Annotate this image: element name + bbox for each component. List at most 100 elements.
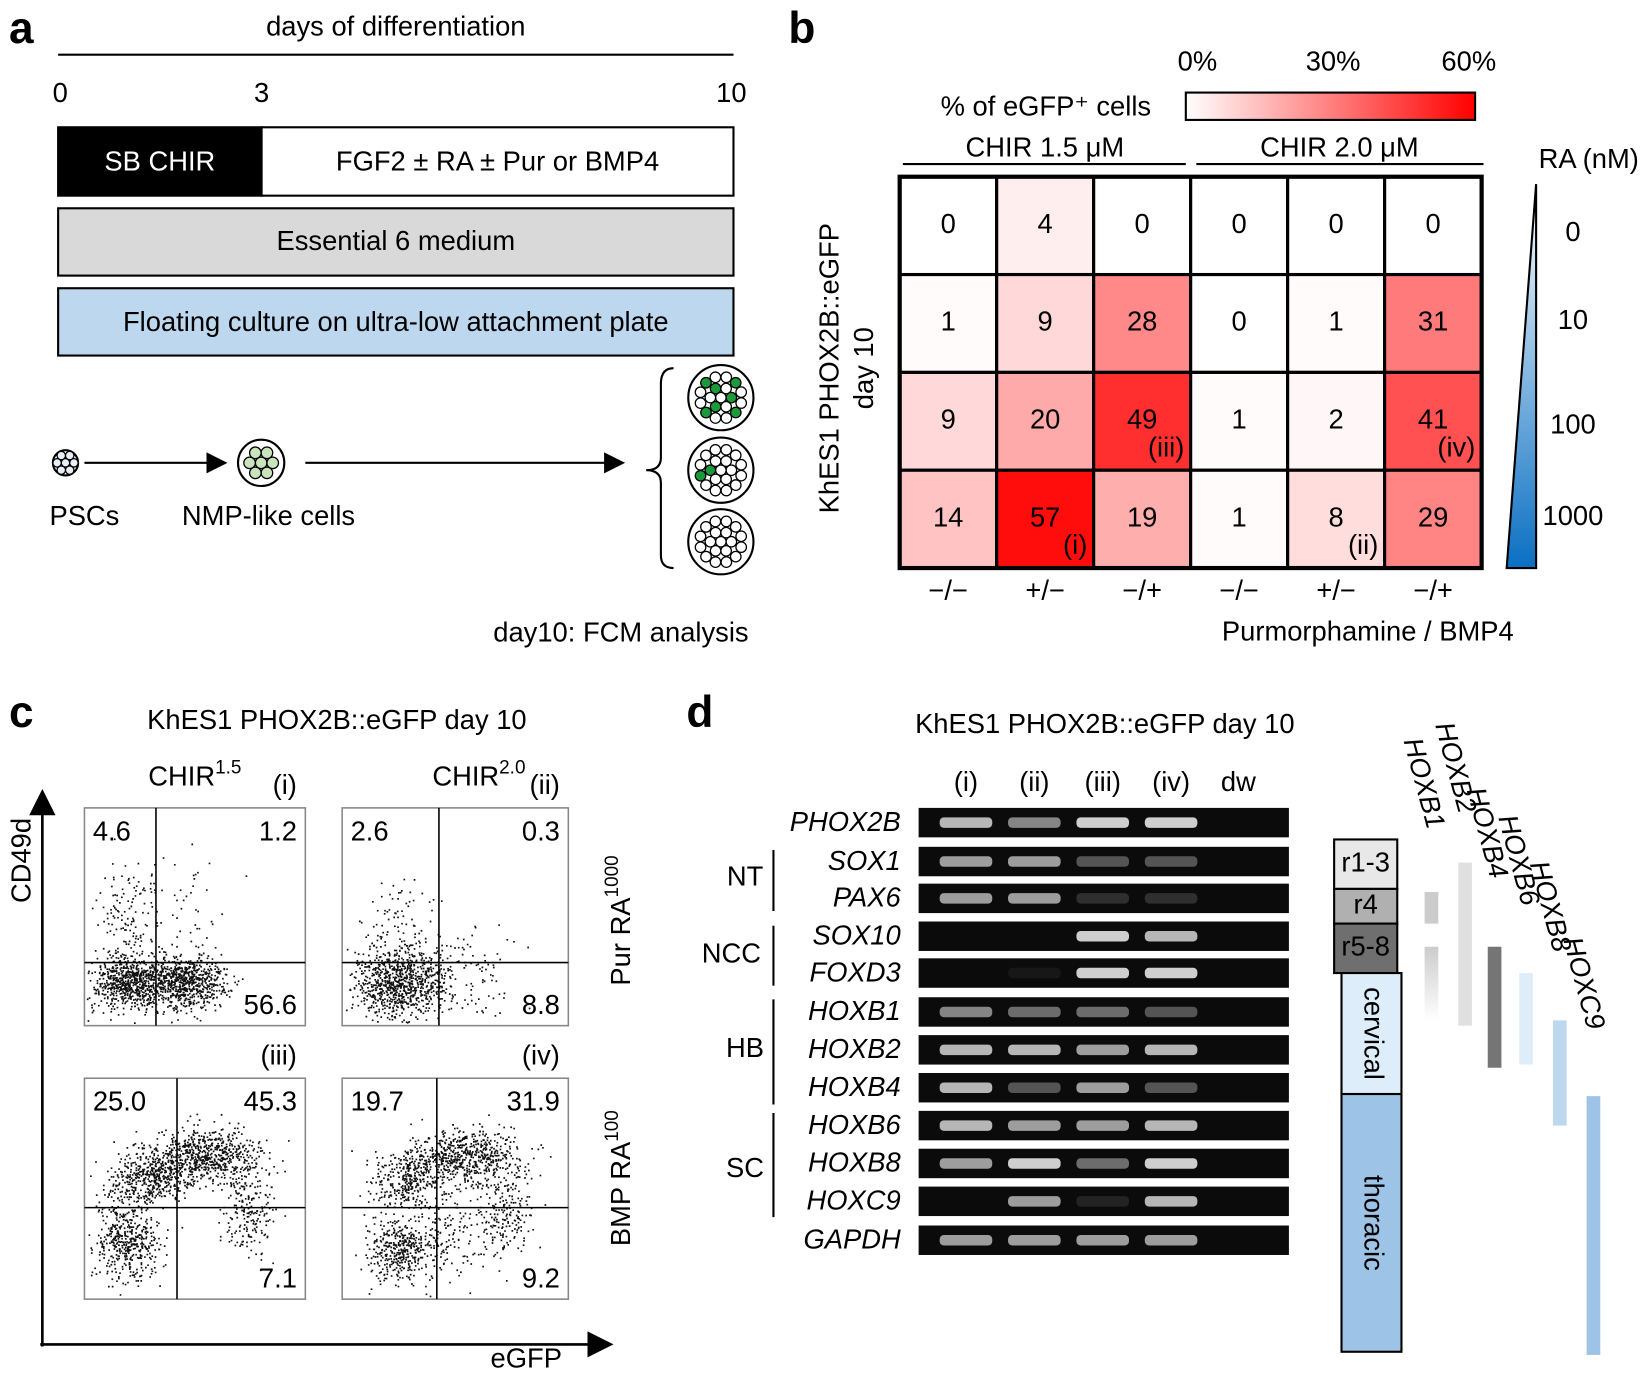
cell [694,530,707,543]
quadrant-value: 19.7 [351,1086,404,1117]
gel-band [1144,1158,1198,1169]
cell [56,465,67,475]
row-label-sup: 100 [602,1110,623,1142]
cell [694,386,707,399]
cell-value: 1 [941,306,956,337]
heatmap-cell [1189,175,1290,277]
gel-band [1076,1006,1130,1018]
column-header: CHIR1.5 [148,757,241,792]
cell [720,556,733,568]
event-dots [88,1113,290,1296]
hox-range [1487,946,1502,1068]
cell-value: 8 [1329,501,1344,532]
quadrant-value: 9.2 [522,1262,560,1293]
gene-label: GAPDH [803,1224,900,1255]
quadrant-value: 25.0 [93,1086,146,1117]
gel-band [940,1196,993,1207]
cell-annotation: (i) [1063,529,1087,560]
gene-label: HOXB1 [808,995,901,1026]
cell [69,458,79,468]
cell [248,446,262,460]
hox-range [1552,1020,1567,1126]
cell-value: 41 [1418,404,1448,435]
gel-band [1008,1234,1061,1246]
gene-label: PAX6 [833,882,902,913]
gel-band [1212,1235,1265,1246]
colorbar-tick-label: 30% [1306,45,1361,76]
colorbar-title: % of eGFP⁺ cells [941,91,1151,122]
gel-band [1212,817,1265,828]
cell-value: 0 [1232,306,1247,337]
cell-value: 1 [1232,501,1247,532]
colorbar-tick-label: 60% [1441,45,1496,76]
row-label-base: Pur RA [605,897,636,986]
cell [735,397,748,409]
cell [700,521,712,533]
panel-label: c [9,688,34,737]
group-label: NCC [702,937,761,968]
cell-value: 14 [933,501,963,532]
flow-plot [341,1077,570,1300]
gel-band [1008,1158,1061,1169]
cell [709,544,722,557]
gene-label: HOXB8 [808,1147,901,1178]
gel-band [1212,1007,1265,1018]
cell [700,406,712,419]
lane-label: (i) [954,766,978,797]
gel-band [1144,1082,1198,1093]
quadrant-value: 45.3 [244,1086,297,1117]
cell-value: 28 [1127,306,1157,337]
cell [720,412,733,424]
tick-label: 0 [53,77,68,108]
cell [725,464,738,477]
gel-band [1144,1234,1198,1246]
cell [735,386,748,399]
gel-band [1144,930,1198,942]
region-label: r4 [1354,888,1378,919]
cell [729,449,742,462]
cell [694,458,707,471]
gel-band [1076,930,1130,942]
cell-cluster [687,436,755,504]
quadrant-value: 31.9 [507,1086,560,1117]
gel-band [1076,893,1130,904]
region-label: r1-3 [1341,846,1390,877]
quadrant-value: 0.3 [522,815,560,846]
gel-band [1212,968,1265,979]
cell [64,465,75,475]
cell [700,376,712,389]
cell [709,444,722,456]
flow-plot [83,1077,307,1300]
gel-band [1212,1158,1265,1169]
ra-level: 10 [1558,304,1588,335]
cell-value: 20 [1030,404,1060,435]
cell-value: 1 [1232,404,1247,435]
cell [720,484,733,497]
cell [729,376,742,389]
cell [725,391,738,404]
gel-band [1076,856,1130,867]
gel-band [1212,1045,1265,1056]
column-label: −/− [928,574,968,605]
column-header-sup: 1.5 [215,757,241,778]
gel-band [1008,817,1061,828]
panel-label: a [9,4,34,53]
gene-label: PHOX2B [790,806,901,837]
cell [248,466,262,480]
brace [646,367,674,570]
event-dots [351,1114,552,1298]
cell-value: 0 [1232,208,1247,239]
column-label: +/− [1316,574,1356,605]
gel-band [1008,967,1061,979]
cell [709,371,722,384]
gel-band [1212,931,1265,942]
column-header-base: CHIR [432,761,499,792]
panel-title: KhES1 PHOX2B::eGFP day 10 [915,708,1294,739]
group-label: NT [727,861,764,892]
gel-band [1076,1082,1130,1093]
cell [709,455,722,468]
heatmap-cell [995,370,1096,472]
gel-band [1008,893,1061,904]
cell-value: 0 [941,208,956,239]
gel-band [939,1044,993,1056]
